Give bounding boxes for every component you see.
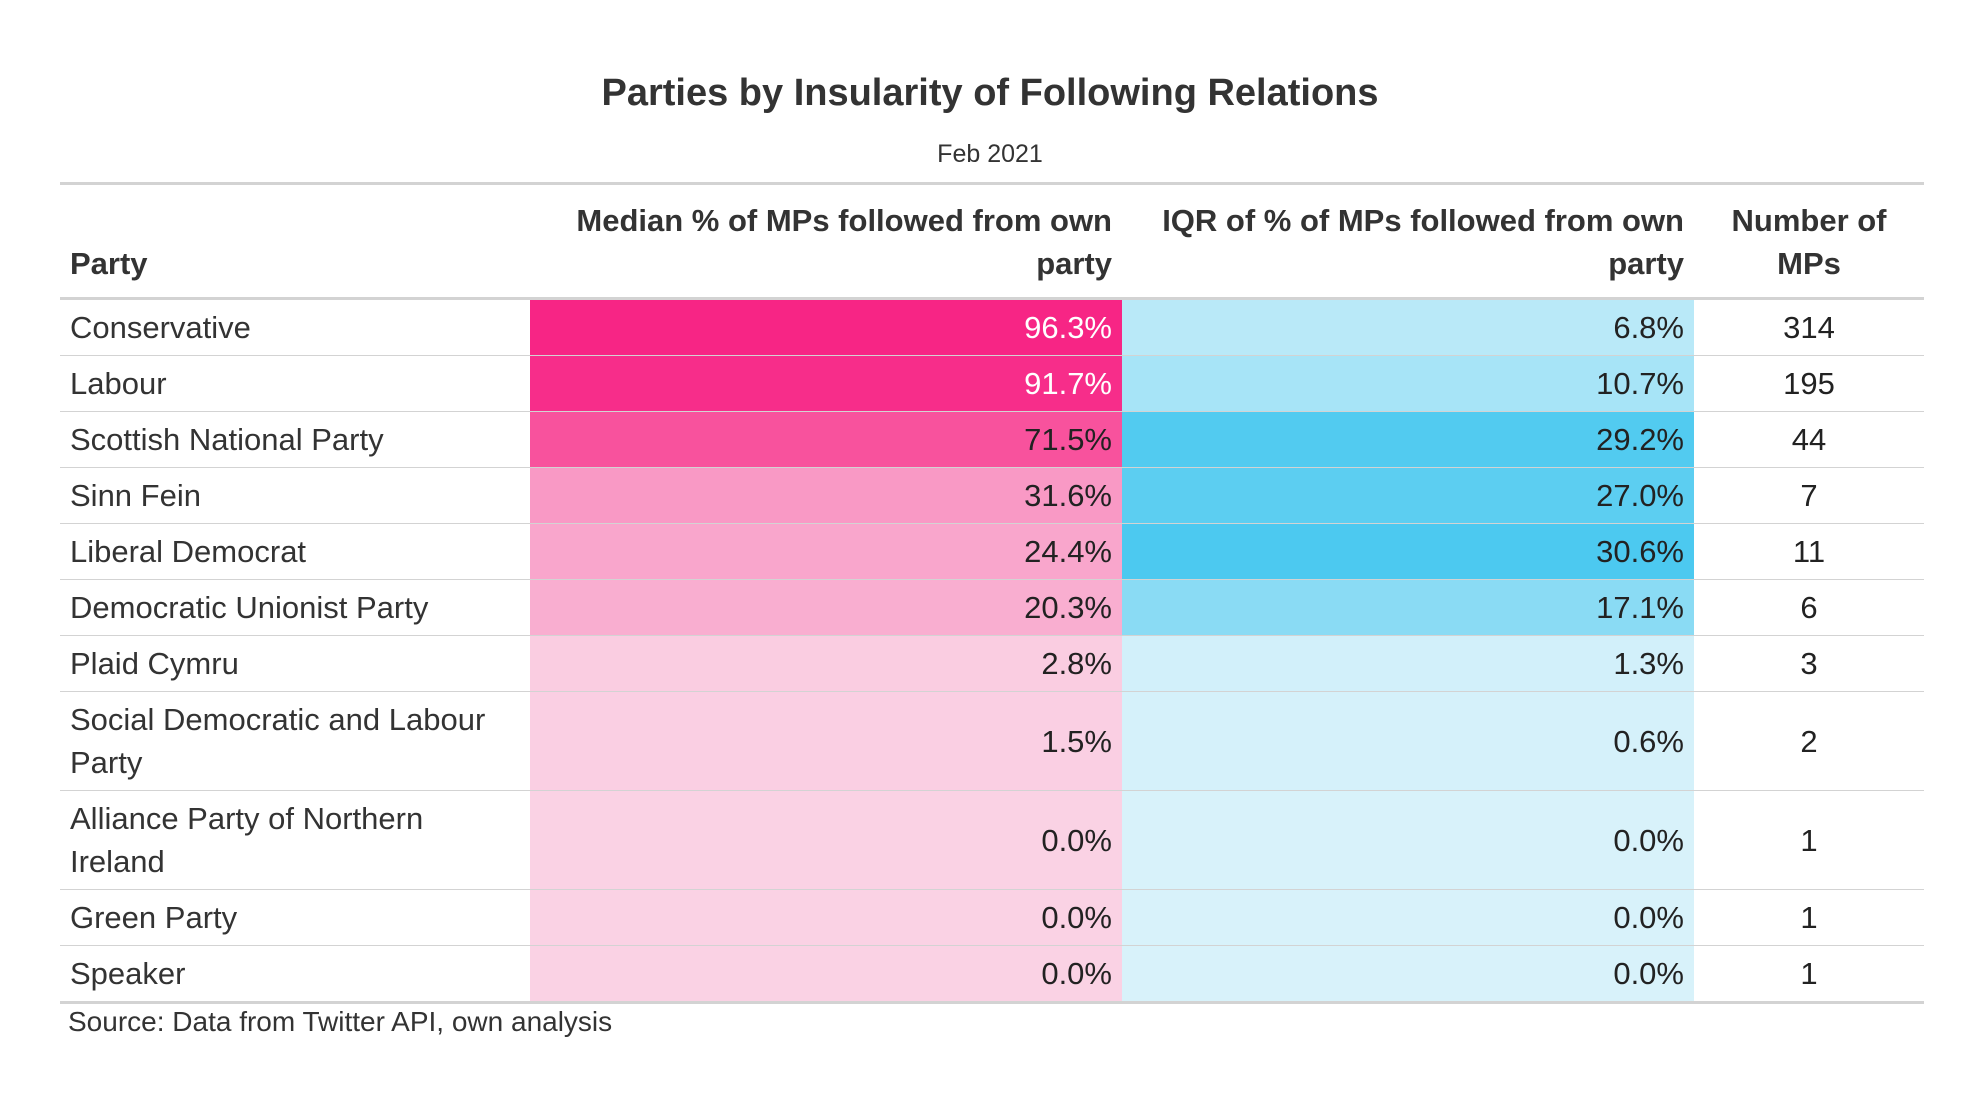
mps-cell: 3: [1694, 635, 1924, 692]
median-cell: 0.0%: [530, 889, 1122, 946]
mps-cell: 195: [1694, 355, 1924, 412]
table-row: Democratic Unionist Party 20.3% 17.1% 6: [60, 579, 1924, 636]
table-body: Conservative 96.3% 6.8% 314 Labour 91.7% 10.7%…: [60, 298, 1924, 1003]
iqr-cell: 17.1%: [1122, 579, 1694, 636]
table-row: Liberal Democrat 24.4% 30.6% 11: [60, 523, 1924, 580]
table-row: Labour 91.7% 10.7% 195: [60, 355, 1924, 412]
table-row: Sinn Fein 31.6% 27.0% 7: [60, 467, 1924, 524]
table-row: Scottish National Party 71.5% 29.2% 44: [60, 411, 1924, 468]
source-note: Source: Data from Twitter API, own analy…: [68, 1006, 613, 1037]
mps-cell: 1: [1800, 956, 1818, 991]
party-cell: Alliance Party of Northern Ireland: [60, 790, 530, 890]
median-cell: 0.0%: [530, 945, 1122, 1003]
iqr-cell: 0.6%: [1122, 691, 1694, 791]
mps-cell: 2: [1694, 691, 1924, 791]
party-cell: Sinn Fein: [60, 467, 530, 524]
median-cell: 71.5%: [530, 411, 1122, 468]
median-cell: 20.3%: [530, 579, 1122, 636]
mps-cell: 6: [1694, 579, 1924, 636]
iqr-cell: 6.8%: [1122, 298, 1694, 356]
median-cell: 0.0%: [530, 790, 1122, 890]
party-cell: Labour: [60, 355, 530, 412]
mps-cell: 7: [1694, 467, 1924, 524]
iqr-cell: 27.0%: [1122, 467, 1694, 524]
iqr-cell: 10.7%: [1122, 355, 1694, 412]
median-cell: 96.3%: [530, 298, 1122, 356]
data-table: Party Median % of MPs followed from own …: [60, 182, 1924, 1004]
party-cell: Plaid Cymru: [60, 635, 530, 692]
median-cell: 91.7%: [530, 355, 1122, 412]
party-cell: Speaker: [70, 956, 186, 991]
header-row: Party Median % of MPs followed from own …: [60, 183, 1924, 300]
table-row: Green Party 0.0% 0.0% 1: [60, 889, 1924, 946]
party-cell: Social Democratic and Labour Party: [60, 691, 530, 791]
chart-title: Parties by Insularity of Following Relat…: [601, 72, 1379, 114]
iqr-cell: 29.2%: [1122, 411, 1694, 468]
mps-cell: 1: [1694, 889, 1924, 946]
column-header-median: Median % of MPs followed from own party: [530, 183, 1122, 300]
iqr-cell: 0.0%: [1122, 889, 1694, 946]
table-row: Alliance Party of Northern Ireland 0.0% 0.…: [60, 790, 1924, 890]
party-cell: Scottish National Party: [60, 411, 530, 468]
iqr-cell: 1.3%: [1122, 635, 1694, 692]
column-header-party: Party: [60, 183, 530, 300]
table-row: Speaker 0.0% 0.0% 1: [60, 945, 1924, 1003]
table-row: Social Democratic and Labour Party 1.5% 0.…: [60, 691, 1924, 791]
party-cell: Green Party: [60, 889, 530, 946]
mps-cell: 314: [1694, 298, 1924, 356]
chart-subtitle: Feb 2021: [937, 140, 1043, 168]
median-cell: 2.8%: [530, 635, 1122, 692]
median-cell: 31.6%: [530, 467, 1122, 524]
party-cell: Liberal Democrat: [60, 523, 530, 580]
mps-cell: 1: [1694, 790, 1924, 890]
party-cell: Conservative: [60, 298, 530, 356]
iqr-cell: 0.0%: [1122, 945, 1694, 1003]
median-cell: 24.4%: [530, 523, 1122, 580]
iqr-cell: 0.0%: [1122, 790, 1694, 890]
table-row: Plaid Cymru 2.8% 1.3% 3: [60, 635, 1924, 692]
median-cell: 1.5%: [530, 691, 1122, 791]
iqr-cell: 30.6%: [1122, 523, 1694, 580]
party-cell: Democratic Unionist Party: [60, 579, 530, 636]
mps-cell: 44: [1694, 411, 1924, 468]
column-header-number-of-mps: Number of MPs: [1694, 183, 1924, 300]
table-row: Conservative 96.3% 6.8% 314: [60, 298, 1924, 356]
column-header-iqr: IQR of % of MPs followed from own party: [1122, 183, 1694, 300]
mps-cell: 11: [1694, 523, 1924, 580]
